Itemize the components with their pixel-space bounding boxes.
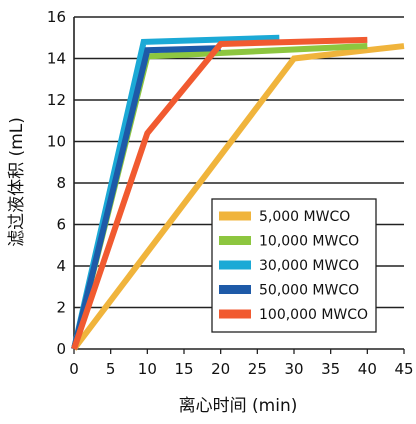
legend-label: 50,000 MWCO: [259, 283, 359, 299]
tick-labels: 0 2 4 6 8 10 12 14 16 0 5 10 15 20 25 30 35 40 45: [47, 8, 414, 378]
legend-label: 30,000 MWCO: [259, 258, 359, 274]
x-tick-label: 40: [358, 360, 377, 378]
y-tick-label: 0: [56, 340, 66, 358]
series-line-50-000-mwco: [71, 45, 221, 350]
x-tick-label: 45: [394, 360, 413, 378]
y-tick-label: 8: [56, 174, 66, 192]
y-tick-label: 2: [56, 299, 66, 317]
y-tick-label: 14: [47, 50, 66, 68]
series-line-100-000-mwco: [71, 36, 368, 350]
y-tick-label: 6: [56, 216, 66, 234]
x-tick-label: 0: [69, 360, 79, 378]
legend: 5,000 MWCO 10,000 MWCO 30,000 MWCO 50,000 M…: [211, 198, 377, 333]
x-tick-label: 25: [248, 360, 267, 378]
y-tick-label: 12: [47, 91, 66, 109]
y-tick-label: 4: [56, 257, 66, 275]
series-lines: [71, 34, 405, 351]
x-tick-label: 20: [211, 360, 230, 378]
x-axis-title: 离心时间 (min): [179, 396, 298, 416]
legend-label: 10,000 MWCO: [259, 234, 359, 250]
legend-label: 100,000 MWCO: [259, 307, 368, 323]
series-line-5-000-mwco: [71, 43, 405, 351]
y-axis-title: 滤过液体积 (mL): [7, 117, 27, 247]
x-tick-label: 15: [174, 360, 193, 378]
x-tick-label: 35: [321, 360, 340, 378]
y-tick-label: 16: [47, 8, 66, 26]
legend-label: 5,000 MWCO: [259, 209, 350, 225]
x-tick-label: 10: [138, 360, 157, 378]
axes: [73, 17, 405, 354]
x-tick-label: 5: [106, 360, 116, 378]
y-tick-label: 10: [47, 133, 66, 151]
x-tick-label: 30: [284, 360, 303, 378]
